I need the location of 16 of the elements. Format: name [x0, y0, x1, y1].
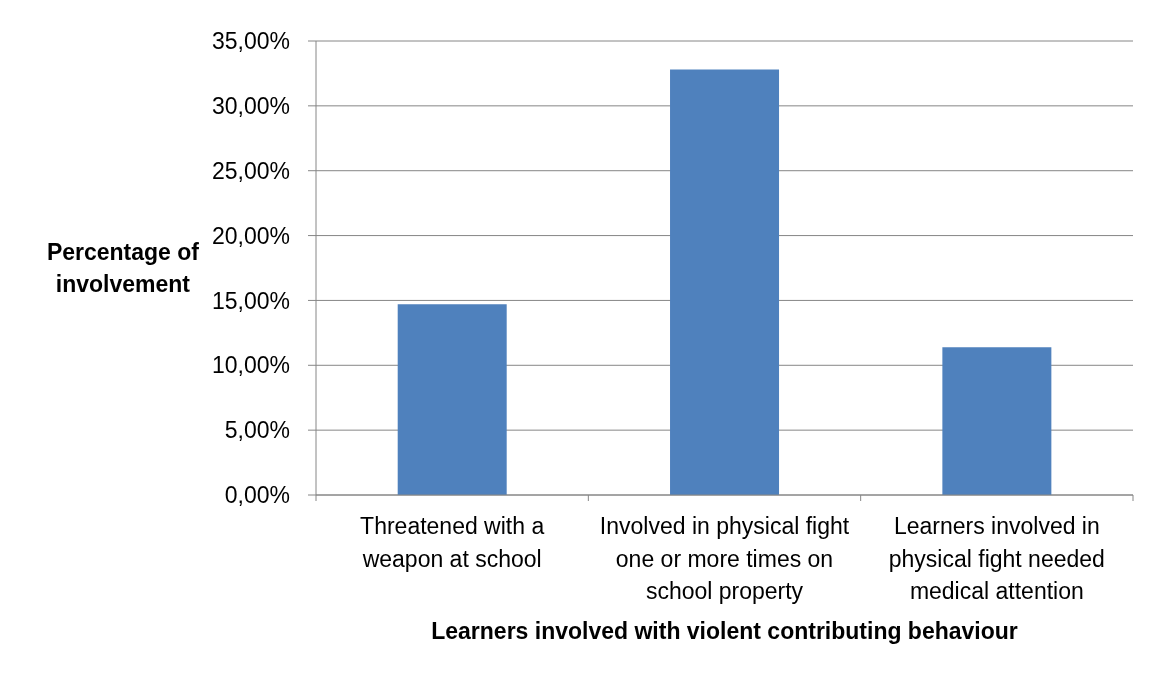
y-tick-label: 15,00%: [211, 287, 290, 314]
y-axis-title: Percentage of involvement: [46, 238, 200, 298]
y-tick-label: 30,00%: [211, 93, 290, 120]
y-tick-label: 5,00%: [224, 417, 290, 444]
x-tick-label: Learners involved in physical fight needed medical attention: [888, 513, 1105, 604]
y-tick-label: 10,00%: [211, 352, 290, 379]
bar: [942, 347, 1052, 495]
y-tick-label: 35,00%: [211, 28, 290, 55]
x-tick-label: Threatened with a weapon at school: [360, 513, 545, 572]
x-tick-label: Involved in physical fight one or more times on school property: [599, 513, 850, 604]
x-axis-title: Learners involved with violent contributing behaviour: [431, 618, 1018, 644]
bar: [397, 304, 507, 495]
y-tick-label: 0,00%: [224, 482, 290, 509]
bar: [670, 69, 780, 495]
y-tick-label: 25,00%: [211, 157, 290, 184]
y-tick-label: 20,00%: [211, 222, 290, 249]
